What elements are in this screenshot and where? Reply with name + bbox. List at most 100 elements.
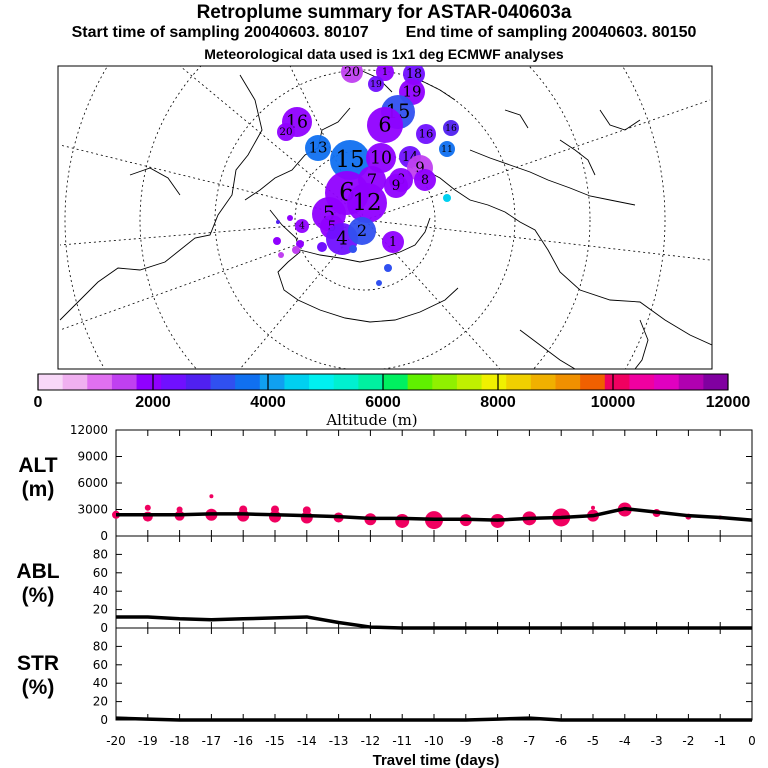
colorbar-swatch-17: [456, 374, 483, 390]
plume-bubble-label-4: 19: [402, 83, 421, 101]
plume-bubble-19: [414, 169, 436, 191]
colorbar-swatch-9: [259, 374, 285, 390]
xtick-label-16: -4: [619, 734, 631, 748]
ytick-label-STR-1: 20: [93, 695, 108, 709]
plume-bubble-label-12: 11: [441, 144, 453, 155]
ytick-label-ALT-1: 3000: [77, 503, 108, 517]
plume-bubble-14: [367, 107, 403, 143]
ytick-label-ALT-4: 12000: [70, 423, 108, 437]
plume-bubble-label-10: 13: [308, 139, 327, 157]
colorbar-swatch-12: [333, 374, 359, 390]
ytick-label-ALT-3: 9000: [77, 450, 108, 464]
plume-dot-4: [317, 242, 327, 252]
colorbar-tick-label-1: 2000: [135, 394, 171, 411]
altitude-colorbar: 0 2000 4000 6000 8000 10000 12000: [34, 373, 751, 411]
plume-bubble-label-20: 9: [392, 178, 401, 194]
plume-bubble-label-22: 12: [352, 190, 381, 216]
time-series-panels: 030006000900012000ALT(m)020406080ABL(%)0…: [16, 423, 755, 748]
xtick-label-10: -10: [424, 734, 444, 748]
xtick-label-5: -15: [265, 734, 285, 748]
plume-bubble-label-8: 16: [419, 127, 434, 141]
colorbar-swatch-19: [506, 374, 532, 390]
plume-bubble-12: [439, 141, 455, 157]
map-graticule: [59, 66, 711, 369]
plume-bubble-26: [348, 217, 376, 245]
plume-bubble-label-18: 7: [367, 170, 377, 189]
plume-bubble-0: [341, 66, 363, 83]
coastlines: [59, 69, 712, 369]
colorbar-swatch-27: [703, 374, 729, 390]
colorbar-tick-label-2: 4000: [250, 394, 286, 411]
plume-dot-10: [276, 220, 280, 224]
plume-bubble-6: [277, 123, 295, 141]
alt-bubble-2: [144, 504, 151, 511]
plume-bubble-label-9: 16: [445, 123, 457, 134]
colorbar-swatch-15: [407, 374, 433, 390]
plume-bubble-label-26: 2: [357, 221, 367, 240]
plume-bubble-1: [376, 66, 394, 81]
plume-bubble-label-25: 4: [336, 229, 348, 250]
xtick-label-8: -12: [361, 734, 381, 748]
series-line-ALT: [116, 506, 753, 522]
colorbar-swatch-3: [111, 374, 138, 390]
panel-label-ALT-0: ALT: [18, 454, 57, 477]
plume-bubble-9: [443, 120, 459, 136]
plume-bubbles: 2011819191620151616131511146109878961255…: [273, 64, 459, 286]
colorbar-swatch-10: [284, 374, 310, 390]
colorbar-swatch-13: [358, 374, 384, 390]
alt-bubble-15: [395, 513, 410, 528]
colorbar-swatch-0: [38, 374, 64, 390]
panel-label-ABL-0: ABL: [16, 560, 59, 583]
xtick-label-9: -11: [392, 734, 412, 748]
xtick-label-14: -6: [555, 734, 567, 748]
ytick-label-ABL-0: 0: [100, 621, 108, 635]
alt-bubble-4: [176, 506, 183, 513]
xtick-label-0: -20: [106, 734, 126, 748]
colorbar-swatch-26: [678, 374, 704, 390]
colorbar-tick-label-6: 12000: [706, 394, 751, 411]
sampling-time-line: Start time of sampling 20040603. 80107 E…: [0, 24, 768, 42]
plume-dot-7: [376, 280, 382, 286]
plume-dot-3: [292, 246, 300, 254]
xtick-label-6: -14: [297, 734, 317, 748]
plume-dot-6: [384, 264, 392, 272]
ytick-label-ABL-2: 40: [93, 584, 108, 598]
panel-label-STR-1: (%): [22, 676, 55, 699]
colorbar-swatch-2: [87, 374, 113, 390]
xtick-label-4: -16: [233, 734, 253, 748]
alt-bubble-10: [271, 505, 279, 514]
plume-bubble-label-15: 10: [370, 148, 392, 168]
ytick-label-STR-0: 0: [100, 713, 108, 727]
colorbar-swatch-1: [62, 374, 88, 390]
xtick-label-20: 0: [748, 734, 756, 748]
plume-bubble-label-6: 20: [279, 126, 292, 138]
alt-bubble-6: [209, 494, 214, 499]
panel-label-ALT-1: (m): [22, 478, 55, 501]
colorbar-swatch-7: [210, 374, 236, 390]
colorbar-swatch-23: [604, 374, 630, 390]
plume-bubble-label-2: 18: [406, 66, 422, 81]
plume-dot-8: [443, 194, 451, 202]
plume-bubble-label-16: 9: [415, 159, 425, 177]
plume-bubble-label-27: 1: [389, 234, 397, 249]
xtick-label-12: -8: [492, 734, 504, 748]
panel-frame-STR: [115, 627, 753, 721]
colorbar-swatch-25: [654, 374, 680, 390]
plume-bubble-8: [416, 124, 436, 144]
colorbar-tick-label-0: 0: [34, 394, 43, 411]
plume-bubble-label-0: 20: [344, 64, 360, 79]
plume-bubble-15: [366, 143, 396, 173]
plume-bubble-11: [330, 140, 370, 180]
start-time-label: Start time of sampling 20040603. 80107: [71, 24, 369, 41]
plume-bubble-label-28: 4: [299, 221, 305, 231]
ytick-label-STR-3: 60: [93, 658, 108, 672]
plume-bubble-10: [305, 135, 331, 161]
plume-bubble-label-19: 8: [421, 172, 429, 187]
plume-dot-0: [296, 240, 304, 248]
colorbar-swatch-6: [185, 374, 211, 390]
ytick-label-ABL-1: 20: [93, 603, 108, 617]
xtick-label-3: -17: [202, 734, 222, 748]
ytick-label-ABL-4: 80: [93, 547, 108, 561]
xtick-label-19: -1: [714, 734, 726, 748]
